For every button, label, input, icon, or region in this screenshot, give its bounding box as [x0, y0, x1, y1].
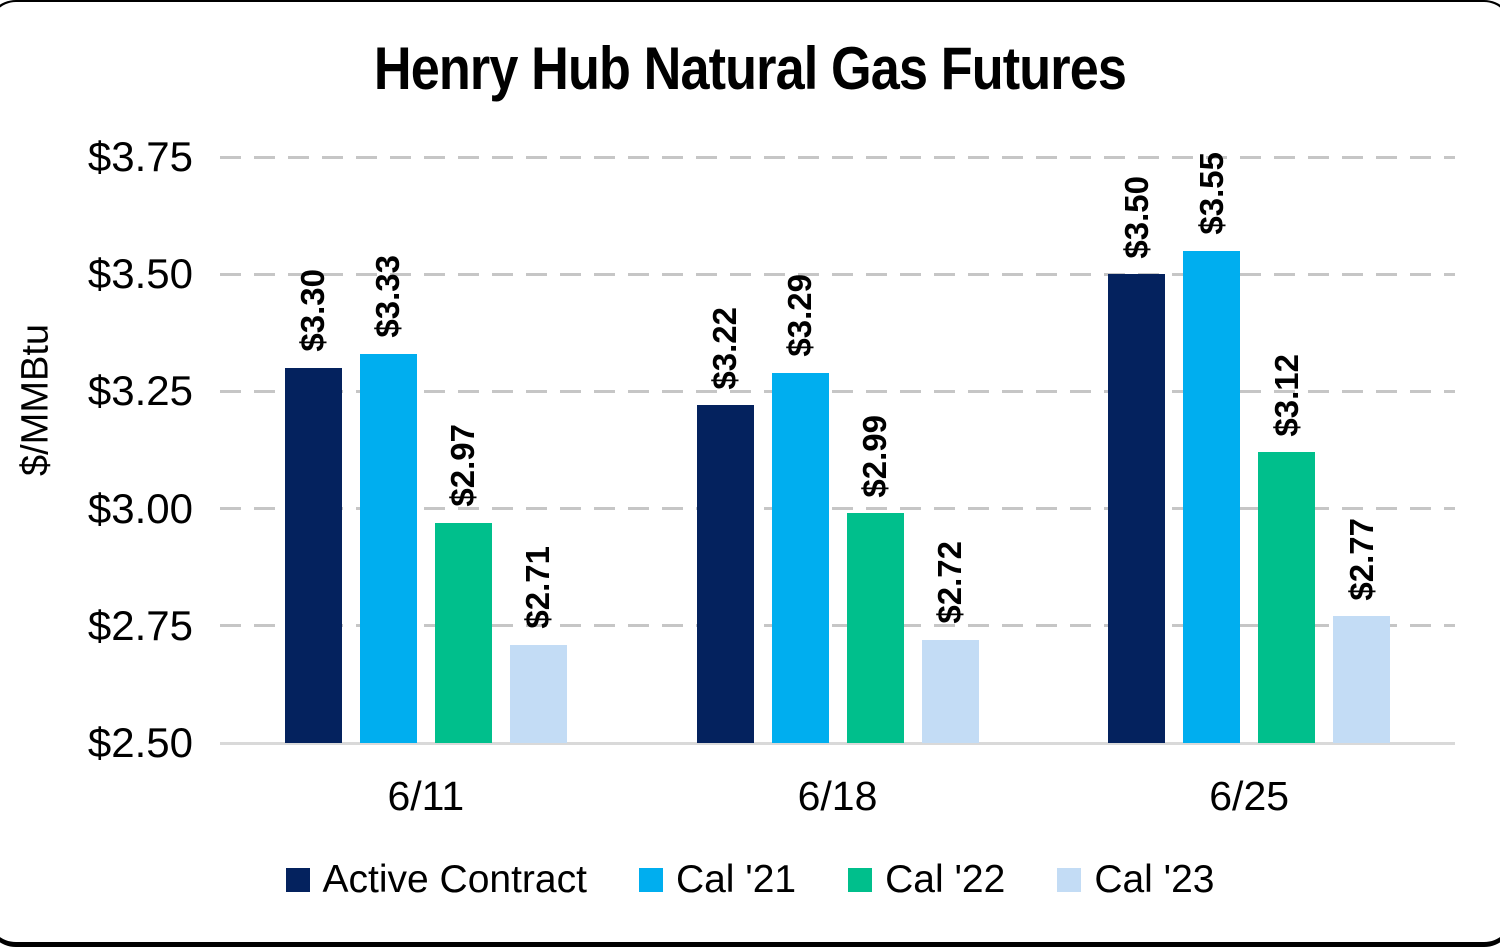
bar-value-label: $3.30: [294, 269, 332, 352]
legend-label: Cal '23: [1094, 858, 1215, 901]
x-category-label: 6/11: [387, 773, 465, 819]
legend-swatch: [285, 868, 310, 892]
bar-6-25-cal-'23: [1333, 616, 1391, 743]
bar-6-11-cal-'23: [509, 644, 567, 743]
chart-title: Henry Hub Natural Gas Futures: [373, 35, 1127, 102]
x-category-label: 6/18: [797, 773, 878, 819]
y-tick-label: $3.50: [87, 250, 193, 298]
legend-swatch: [1057, 868, 1082, 892]
bar-6-11-cal-'21: [359, 353, 417, 743]
legend-item: Cal '22: [848, 858, 1005, 902]
bar-value-label: $3.22: [706, 306, 743, 390]
bar-value-label: $2.72: [931, 541, 968, 624]
bar-6-18-cal-'23: [921, 639, 979, 743]
bar-value-label: $3.29: [781, 274, 818, 357]
gridline: [220, 155, 1455, 159]
y-tick-label: $3.75: [87, 133, 193, 180]
bar-value-label: $2.97: [444, 424, 482, 507]
bar-6-11-active-contract: [284, 367, 342, 743]
y-tick-label: $3.00: [87, 484, 193, 532]
gridline: [220, 272, 1455, 276]
gridline: [220, 741, 1455, 745]
bar-value-label: $2.77: [1342, 517, 1380, 601]
legend-label: Cal '21: [675, 858, 797, 901]
gridline: [220, 507, 1455, 511]
bar-6-18-cal-'21: [771, 372, 829, 743]
legend: Active Contract Cal '21 Cal '22 Cal '23: [0, 858, 1500, 902]
gridline: [220, 624, 1455, 628]
bar-6-25-cal-'21: [1183, 250, 1241, 743]
legend-item: Cal '21: [638, 858, 797, 902]
bar-6-18-cal-'22: [846, 513, 904, 743]
legend-swatch: [638, 868, 663, 892]
bar-value-label: $2.71: [519, 545, 557, 629]
bar-6-11-cal-'22: [434, 522, 492, 743]
bar-6-25-active-contract: [1108, 274, 1166, 743]
y-tick-label: $2.75: [87, 601, 193, 649]
bar-6-18-active-contract: [696, 405, 754, 743]
legend-label: Cal '22: [885, 858, 1006, 901]
bar-6-25-cal-'22: [1258, 452, 1316, 743]
bar-value-label: $3.33: [369, 255, 407, 338]
bar-value-label: $3.55: [1192, 152, 1230, 235]
legend-item: Active Contract: [285, 858, 587, 902]
x-category-label: 6/25: [1209, 773, 1290, 819]
bar-value-label: $3.50: [1117, 175, 1155, 259]
bar-value-label: $2.99: [856, 414, 893, 498]
legend-item: Cal '23: [1057, 858, 1215, 902]
legend-label: Active Contract: [322, 858, 587, 901]
gridline: [220, 389, 1455, 393]
y-tick-label: $2.50: [87, 719, 193, 766]
bar-value-label: $3.12: [1267, 353, 1305, 437]
y-tick-label: $3.25: [87, 367, 193, 415]
legend-swatch: [848, 868, 873, 892]
